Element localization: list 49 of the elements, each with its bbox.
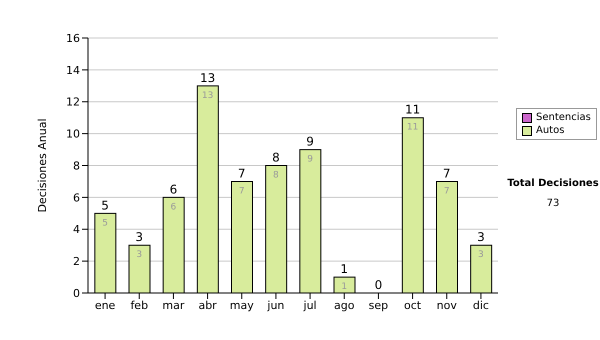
total-label: 7: [442, 166, 451, 180]
data-label: 7: [238, 186, 245, 196]
x-tick-label: oct: [404, 298, 422, 312]
y-tick-label: 0: [73, 286, 80, 300]
y-tick-label: 8: [73, 159, 80, 172]
data-label: 9: [307, 154, 314, 165]
x-tick-label: nov: [436, 298, 458, 312]
legend-label: Sentencias: [536, 111, 591, 124]
y-axis-title: Decisiones Anual: [36, 118, 49, 213]
total-label: 3: [135, 230, 144, 244]
x-tick-label: mar: [162, 298, 185, 312]
x-tick-label: abr: [198, 298, 218, 312]
total-label: 3: [477, 230, 485, 244]
x-tick-label: jun: [266, 298, 284, 312]
text: Total Decisiones: [506, 178, 600, 189]
data-label: 8: [273, 170, 280, 180]
y-tick-label: 10: [66, 128, 80, 141]
total-label: 6: [170, 182, 178, 196]
data-label: 11: [406, 122, 418, 133]
x-tick-label: feb: [130, 298, 148, 312]
legend-label: Autos: [536, 124, 564, 137]
x-tick-label: sep: [368, 298, 388, 312]
y-tick-label: 16: [66, 32, 80, 45]
y-tick-label: 14: [66, 64, 80, 77]
total-label: 9: [306, 134, 314, 149]
y-tick-label: 12: [66, 96, 80, 109]
x-tick-label: may: [230, 298, 254, 312]
data-label: 5: [102, 218, 108, 228]
x-tick-label: dic: [472, 298, 489, 312]
data-label: 1: [341, 282, 348, 292]
total-label: 8: [272, 150, 280, 164]
total-label: 13: [200, 70, 216, 85]
total-label: 7: [238, 166, 246, 180]
y-tick-label: 4: [73, 223, 80, 236]
data-label: 7: [444, 186, 450, 196]
text: 73: [546, 198, 560, 209]
y-tick-label: 6: [73, 191, 80, 204]
total-label: 1: [340, 262, 348, 276]
x-tick-label: jul: [302, 298, 317, 312]
data-label: 6: [170, 202, 177, 212]
x-tick-label: ene: [94, 298, 116, 312]
total-label: 5: [101, 198, 109, 212]
x-tick-label: ago: [334, 298, 355, 312]
data-label: 3: [136, 250, 142, 260]
y-tick-label: 2: [73, 255, 80, 268]
total-label: 0: [374, 278, 382, 292]
total-label: 11: [404, 102, 420, 117]
data-label: 13: [202, 90, 214, 101]
data-label: 3: [478, 250, 484, 260]
